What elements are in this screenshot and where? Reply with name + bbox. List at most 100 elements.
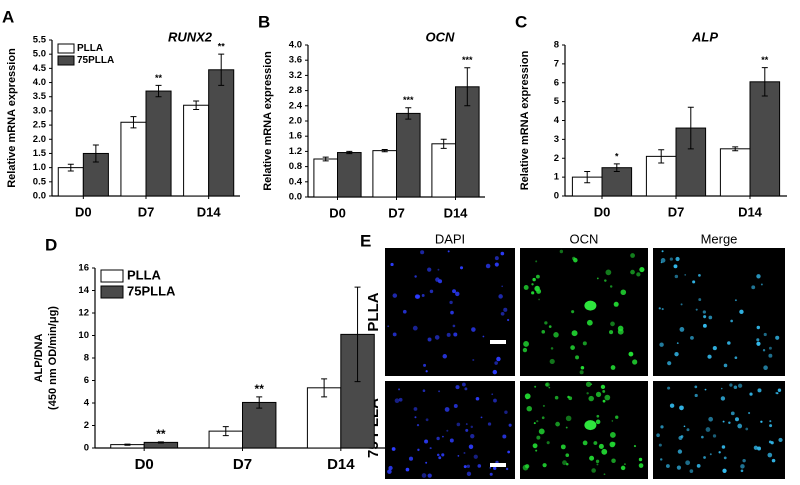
x-tick-label: D7 bbox=[233, 456, 252, 473]
cell bbox=[412, 325, 418, 331]
cell bbox=[694, 385, 698, 389]
error-bar bbox=[124, 443, 131, 446]
panel-label: A bbox=[2, 7, 14, 26]
error-bar bbox=[256, 396, 263, 409]
cell bbox=[756, 274, 761, 279]
cell bbox=[534, 385, 537, 388]
y-tick-label: 0.5 bbox=[33, 176, 47, 187]
cell bbox=[586, 392, 589, 395]
cell bbox=[452, 289, 457, 294]
error-bar bbox=[381, 149, 388, 153]
cell bbox=[708, 416, 714, 422]
cell bbox=[762, 349, 766, 352]
y-tick-label: 4.0 bbox=[33, 77, 46, 88]
micrograph bbox=[653, 248, 785, 376]
y-tick-label: 16 bbox=[78, 263, 89, 274]
bar bbox=[208, 69, 235, 197]
cell bbox=[446, 332, 451, 337]
y-axis-label: Relative mRNA expression bbox=[519, 50, 531, 190]
cell bbox=[703, 456, 706, 459]
y-tick-label: 3 bbox=[554, 134, 559, 145]
cell bbox=[427, 267, 432, 272]
cell bbox=[387, 325, 390, 328]
cell bbox=[575, 355, 580, 360]
cell bbox=[523, 341, 529, 347]
cell bbox=[633, 445, 637, 448]
legend-swatch bbox=[57, 55, 75, 66]
cell bbox=[436, 453, 440, 457]
cell bbox=[422, 389, 426, 393]
cell bbox=[438, 390, 441, 393]
y-tick-label: 2.4 bbox=[289, 100, 303, 111]
y-tick-label: 3.0 bbox=[33, 105, 46, 116]
cell bbox=[609, 432, 616, 438]
cell bbox=[667, 361, 672, 366]
bar bbox=[337, 152, 362, 198]
cell bbox=[494, 256, 499, 261]
cell bbox=[590, 383, 593, 386]
bar bbox=[431, 143, 456, 198]
cell bbox=[660, 425, 664, 429]
legend-swatch bbox=[100, 269, 124, 283]
cell bbox=[498, 294, 503, 299]
cell bbox=[673, 264, 678, 269]
cell bbox=[489, 472, 493, 476]
cell bbox=[674, 351, 679, 357]
cell bbox=[450, 310, 454, 315]
cell bbox=[538, 428, 545, 435]
cell bbox=[531, 291, 535, 295]
error-bar bbox=[155, 84, 162, 98]
cell bbox=[449, 300, 453, 305]
cell bbox=[525, 464, 530, 469]
y-tick-label: 2.0 bbox=[289, 116, 302, 127]
cell bbox=[565, 426, 568, 429]
cell bbox=[760, 283, 763, 286]
cell bbox=[611, 420, 614, 422]
legend-label: PLLA bbox=[77, 43, 103, 54]
cell bbox=[610, 365, 616, 370]
cell bbox=[453, 404, 458, 408]
y-tick-label: 6 bbox=[554, 77, 559, 88]
cell bbox=[492, 369, 498, 375]
error-bar bbox=[354, 286, 361, 383]
cell bbox=[749, 392, 753, 396]
cell bbox=[500, 311, 505, 316]
cell bbox=[689, 469, 694, 473]
cell bbox=[595, 391, 602, 398]
cell bbox=[720, 387, 723, 390]
x-tick-label: D14 bbox=[197, 204, 222, 219]
cell bbox=[544, 321, 548, 325]
y-tick-label: 1.0 bbox=[33, 162, 46, 173]
scale-bar bbox=[490, 340, 506, 344]
cell bbox=[658, 443, 662, 447]
cell bbox=[453, 332, 458, 337]
error-bar bbox=[92, 144, 99, 163]
micrograph bbox=[653, 381, 785, 479]
cell bbox=[680, 435, 684, 438]
cell bbox=[394, 398, 400, 403]
y-tick-label: 0.0 bbox=[289, 192, 302, 203]
cell bbox=[718, 451, 721, 454]
cell bbox=[501, 285, 503, 288]
cell bbox=[709, 453, 712, 456]
cell bbox=[708, 315, 713, 320]
legend-label: 75PLLA bbox=[77, 55, 114, 66]
cell bbox=[703, 315, 707, 319]
cell bbox=[680, 303, 683, 306]
y-tick-label: 0 bbox=[554, 191, 559, 202]
cell bbox=[679, 405, 684, 411]
cell bbox=[661, 250, 664, 253]
y-tick-label: 8 bbox=[554, 40, 559, 51]
column-header: DAPI bbox=[435, 231, 465, 246]
cell bbox=[477, 464, 482, 468]
cell bbox=[554, 395, 559, 400]
cell bbox=[604, 279, 607, 282]
cell bbox=[742, 458, 746, 463]
cell bbox=[559, 249, 564, 254]
y-tick-label: 1.5 bbox=[33, 148, 47, 159]
cell bbox=[701, 435, 704, 439]
x-tick-label: D14 bbox=[738, 204, 763, 219]
cell bbox=[730, 411, 735, 416]
cell bbox=[438, 456, 442, 460]
cell bbox=[435, 277, 440, 282]
